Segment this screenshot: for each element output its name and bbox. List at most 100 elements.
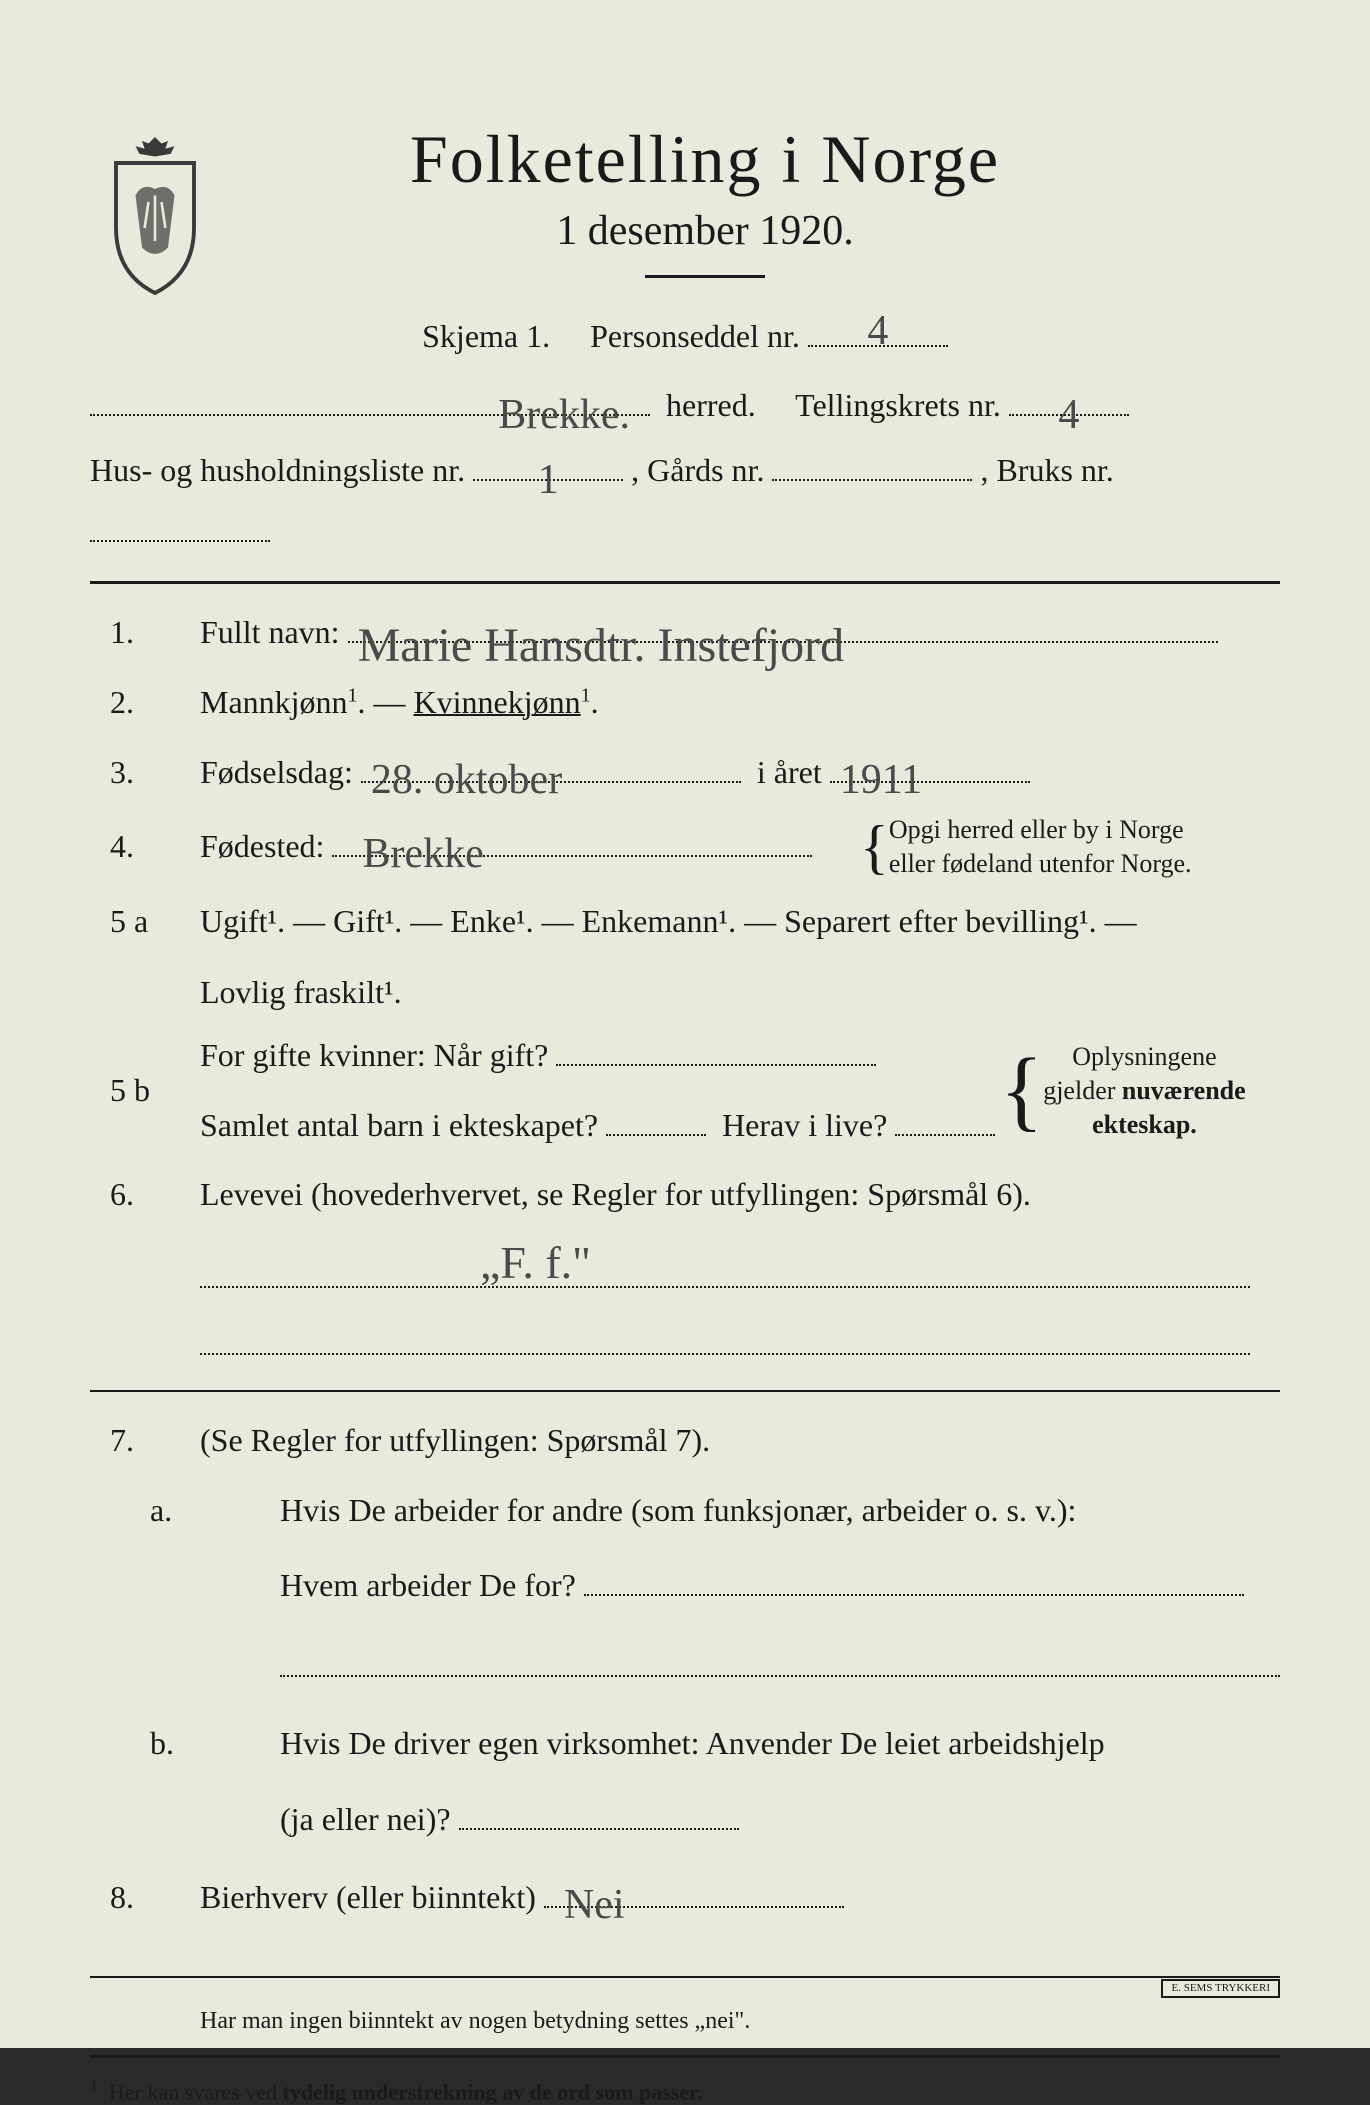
divider-1: [90, 581, 1280, 584]
divider-4: [90, 2055, 1280, 2058]
main-title: Folketelling i Norge: [260, 120, 1150, 199]
tellingskrets-label: Tellingskrets nr.: [795, 387, 1001, 423]
schema-label-left: Skjema 1.: [422, 318, 550, 354]
q6-num: 6.: [90, 1166, 200, 1224]
q6-label: Levevei (hovederhvervet, se Regler for u…: [200, 1176, 1031, 1212]
schema-label-right: Personseddel nr.: [590, 318, 800, 354]
q3-year-value: 1911: [840, 743, 922, 819]
q8-num: 8.: [90, 1869, 200, 1927]
q5b-note1: Oplysningene: [1043, 1040, 1245, 1074]
q4-brace-icon: {: [860, 823, 889, 871]
herred-label: herred.: [666, 387, 756, 423]
q5a-text2: Lovlig fraskilt¹.: [200, 974, 402, 1010]
q7a-text2: Hvem arbeider De for?: [280, 1567, 576, 1603]
q3-label: Fødselsdag:: [200, 754, 353, 790]
q7a-text1: Hvis De arbeider for andre (som funksjon…: [280, 1482, 1280, 1540]
personseddel-nr-field: 4: [808, 345, 948, 347]
stamp-text: E. SEMS TRYKKERI: [1171, 1982, 1270, 1994]
footnote-1: Har man ingen biinntekt av nogen betydni…: [90, 2008, 1280, 2035]
q5b-note2: gjelder nuværende: [1043, 1074, 1245, 1108]
footnote-2-num: 1: [90, 2078, 98, 2095]
q4-field: Brekke: [332, 855, 812, 857]
q3-year-field: 1911: [830, 781, 1030, 783]
title-rule: [645, 275, 765, 278]
herred-field: Brekke.: [90, 414, 650, 416]
q1-field: Marie Hansdtr. Instefjord: [348, 641, 1218, 643]
q5b-line2b: Herav i live?: [722, 1107, 887, 1143]
q4-note-line1: Opgi herred eller by i Norge: [889, 813, 1192, 847]
q5a-num: 5 a: [90, 893, 200, 951]
q4-row: 4. Fødested: Brekke { Opgi herred eller …: [90, 813, 1280, 881]
q7-label: (Se Regler for utfyllingen: Spørsmål 7).: [200, 1422, 710, 1458]
q4-note-line2: eller fødeland utenfor Norge.: [889, 847, 1192, 881]
q5b-num: 5 b: [90, 1062, 200, 1120]
q5b-barn-field: [606, 1134, 706, 1136]
title-block: Folketelling i Norge 1 desember 1920.: [260, 120, 1280, 308]
q7-num: 7.: [90, 1412, 200, 1470]
q2-sup1: 1: [348, 684, 358, 706]
q3-day-field: 28. oktober: [361, 781, 741, 783]
q7b-text2: (ja eller nei)?: [280, 1801, 451, 1837]
q5a-row2: Lovlig fraskilt¹.: [90, 962, 1280, 1023]
q4-label: Fødested:: [200, 828, 324, 864]
q7b-row: b. Hvis De driver egen virksomhet: Anven…: [90, 1715, 1280, 1848]
gards-field: [772, 479, 972, 481]
q2-num: 2.: [90, 674, 200, 732]
q1-value: Marie Hansdtr. Instefjord: [358, 603, 845, 689]
divider-2: [90, 1390, 1280, 1392]
q3-day-value: 28. oktober: [371, 743, 562, 819]
q5b-row: 5 b For gifte kvinner: Når gift? Samlet …: [90, 1027, 1280, 1154]
q1-row: 1. Fullt navn: Marie Hansdtr. Instefjord: [90, 604, 1280, 662]
q5b-brace-icon: {: [1000, 1055, 1043, 1127]
q5b-note: Oplysningene gjelder nuværende ekteskap.: [1043, 1040, 1245, 1141]
q8-label: Bierhverv (eller biinntekt): [200, 1879, 536, 1915]
subtitle: 1 desember 1920.: [260, 207, 1150, 255]
q5b-live-field: [895, 1134, 995, 1136]
q6-field-1: „F. f.": [200, 1236, 1250, 1288]
q6-value: „F. f.": [480, 1236, 591, 1289]
q4-num: 4.: [90, 818, 200, 876]
personseddel-nr-value: 4: [867, 307, 888, 355]
q8-value: Nei: [564, 1868, 625, 1944]
q1-label: Fullt navn:: [200, 614, 340, 650]
tellingskrets-field: 4: [1009, 414, 1129, 416]
husliste-field: 1: [473, 479, 623, 481]
q7b-field: [459, 1828, 739, 1830]
q5b-line1-label: For gifte kvinner: Når gift?: [200, 1037, 548, 1073]
schema-line: Skjema 1. Personseddel nr. 4: [90, 318, 1280, 355]
q8-field: Nei: [544, 1906, 844, 1908]
q5b-note3: ekteskap.: [1043, 1108, 1245, 1142]
bruks-field: [90, 540, 270, 542]
q7b-num: b.: [90, 1715, 280, 1773]
header-row: Folketelling i Norge 1 desember 1920.: [90, 120, 1280, 308]
q7a-field2: [280, 1625, 1280, 1677]
coat-of-arms-icon: [90, 130, 220, 300]
q7a-field: [584, 1594, 1244, 1596]
q5a-text: Ugift¹. — Gift¹. — Enke¹. — Enkemann¹. —…: [200, 903, 1137, 939]
q3-num: 3.: [90, 744, 200, 802]
herred-line: Brekke. herred. Tellingskrets nr. 4: [90, 375, 1280, 436]
q7b-text1: Hvis De driver egen virksomhet: Anvender…: [280, 1715, 1280, 1773]
husliste-label: Hus- og husholdningsliste nr.: [90, 452, 465, 488]
q2-text-a: Mannkjønn: [200, 684, 348, 720]
q3-mid: i året: [757, 754, 822, 790]
bruks-label: , Bruks nr.: [980, 452, 1113, 488]
husliste-value: 1: [538, 441, 559, 521]
q8-row: 8. Bierhverv (eller biinntekt) Nei: [90, 1869, 1280, 1927]
q6-row: 6. Levevei (hovederhvervet, se Regler fo…: [90, 1166, 1280, 1224]
q4-value: Brekke: [362, 817, 483, 893]
printer-stamp: E. SEMS TRYKKERI: [1161, 1979, 1280, 1998]
divider-3: [90, 1976, 1280, 1978]
census-form-page: Folketelling i Norge 1 desember 1920. Sk…: [0, 0, 1370, 2048]
q7-row: 7. (Se Regler for utfyllingen: Spørsmål …: [90, 1412, 1280, 1470]
q6-answer-block: „F. f.": [90, 1236, 1280, 1360]
q5b-gift-field: [556, 1064, 876, 1066]
q7a-num: a.: [90, 1482, 280, 1540]
q4-note: Opgi herred eller by i Norge eller fødel…: [889, 813, 1192, 881]
q7a-row: a. Hvis De arbeider for andre (som funks…: [90, 1482, 1280, 1696]
gards-label: , Gårds nr.: [631, 452, 764, 488]
q3-row: 3. Fødselsdag: 28. oktober i året 1911: [90, 744, 1280, 802]
footnote-2: 1 Her kan svares ved tydelig understrekn…: [90, 2078, 1280, 2105]
q6-field-2: [200, 1303, 1250, 1355]
q1-num: 1.: [90, 604, 200, 662]
